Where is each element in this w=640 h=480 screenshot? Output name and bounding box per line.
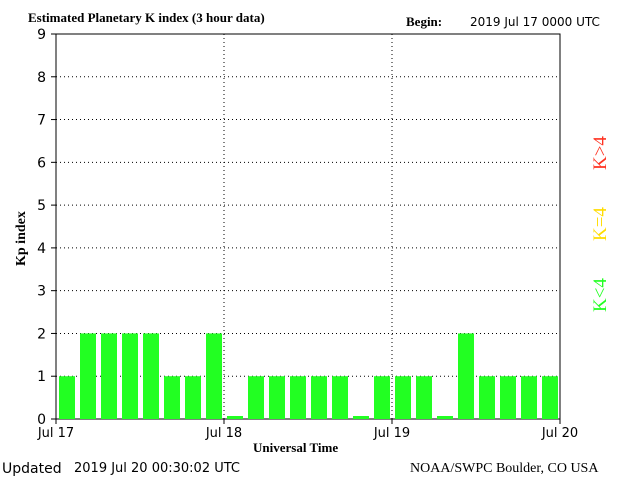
begin-value: 2019 Jul 17 0000 UTC	[470, 15, 600, 29]
kp-bar	[353, 416, 369, 419]
updated-label: Updated	[2, 461, 62, 477]
x-tick-label: Jul 20	[541, 426, 578, 441]
kp-bar	[122, 333, 138, 419]
kp-bar	[479, 376, 495, 419]
kp-bar	[521, 376, 537, 419]
kp-bar	[248, 376, 264, 419]
kp-bar	[542, 376, 558, 419]
y-tick-label: 3	[37, 284, 46, 300]
kp-bar	[458, 333, 474, 419]
y-tick-label: 8	[37, 70, 46, 86]
kp-bar	[164, 376, 180, 419]
x-tick-label: Jul 17	[37, 426, 74, 441]
kp-bar	[311, 376, 327, 419]
updated-value: 2019 Jul 20 00:30:02 UTC	[74, 461, 240, 476]
y-tick-label: 4	[37, 241, 46, 257]
kp-bar	[80, 333, 96, 419]
kp-bar	[143, 333, 159, 419]
kp-bar	[185, 376, 201, 419]
y-tick-label: 6	[37, 155, 46, 171]
y-tick-label: 9	[37, 27, 46, 43]
y-tick-label: 7	[37, 113, 46, 129]
plot-frame	[55, 33, 561, 420]
x-axis-label: Universal Time	[253, 440, 339, 455]
legend-low: K<4	[590, 278, 611, 312]
kp-bar	[59, 376, 75, 419]
x-tick-label: Jul 18	[205, 426, 242, 441]
kp-bar	[290, 376, 306, 419]
kp-bar	[269, 376, 285, 419]
kp-bar	[101, 333, 117, 419]
kp-bar	[437, 416, 453, 419]
y-axis-label: Kp index	[14, 211, 29, 266]
y-tick-label: 2	[37, 326, 46, 342]
y-tick-label: 0	[37, 412, 46, 428]
y-tick-label: 1	[37, 369, 46, 385]
kp-bar	[395, 376, 411, 419]
legend-equal: K=4	[590, 207, 611, 241]
kp-bar	[416, 376, 432, 419]
kp-bar	[206, 333, 222, 419]
kp-bar	[332, 376, 348, 419]
legend-high: K>4	[590, 136, 611, 170]
begin-label: Begin:	[406, 14, 443, 29]
chart-title: Estimated Planetary K index (3 hour data…	[28, 10, 265, 25]
y-tick-label: 5	[37, 198, 46, 214]
kp-bar	[374, 376, 390, 419]
x-tick-label: Jul 19	[373, 426, 410, 441]
source-credit: NOAA/SWPC Boulder, CO USA	[410, 461, 599, 476]
kp-bar	[227, 416, 243, 419]
kp-bar	[500, 376, 516, 419]
